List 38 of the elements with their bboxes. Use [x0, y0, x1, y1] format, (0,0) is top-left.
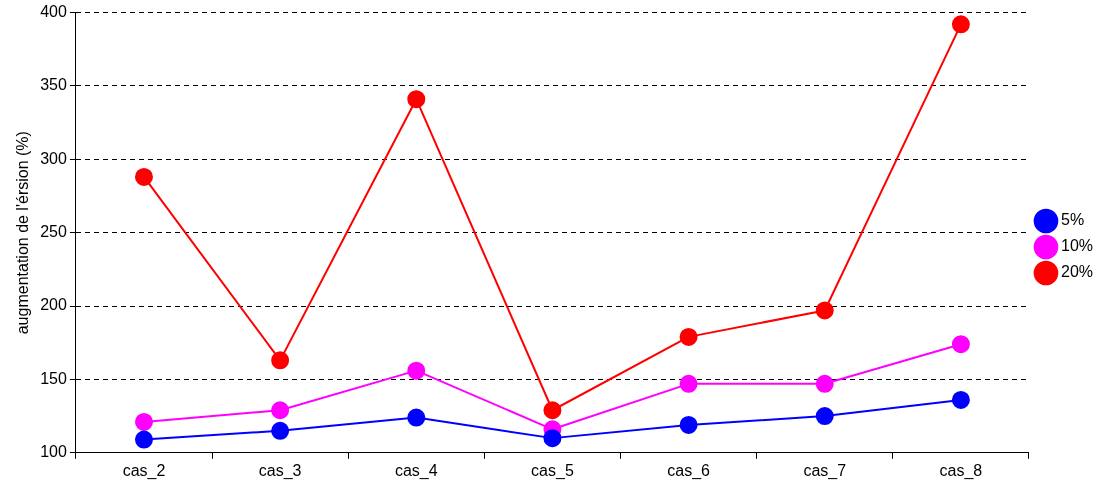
legend-label: 10% [1060, 237, 1094, 255]
y-tick-label: 100 [40, 443, 67, 461]
legend-label: 5% [1060, 211, 1085, 229]
point [679, 327, 698, 346]
point [134, 430, 153, 449]
point [679, 415, 698, 434]
x-tick-label: cas_3 [258, 461, 302, 480]
y-tick-label: 350 [40, 76, 67, 94]
point [679, 374, 698, 393]
point [543, 429, 562, 448]
y-tick-label: 200 [40, 296, 67, 314]
y-axis-title: augmentation de l'érsion (%) [14, 131, 32, 335]
y-tick-label: 300 [40, 149, 67, 167]
point [271, 401, 290, 420]
point [951, 390, 970, 409]
point [407, 361, 426, 380]
y-tick-label: 250 [40, 223, 67, 241]
y-tick-label: 150 [40, 369, 67, 387]
point [407, 408, 426, 427]
point [134, 167, 153, 186]
point [271, 421, 290, 440]
point [815, 374, 834, 393]
x-tick-label: cas_5 [531, 461, 574, 480]
point [271, 351, 290, 370]
x-tick-label: cas_6 [667, 461, 711, 480]
point [815, 301, 834, 320]
point [951, 335, 970, 354]
point [407, 90, 426, 109]
x-tick-label: cas_8 [939, 461, 983, 480]
point [951, 15, 970, 34]
x-tick-label: cas_2 [122, 461, 166, 480]
x-tick-label: cas_7 [803, 461, 847, 480]
point [815, 407, 834, 426]
point [543, 401, 562, 420]
legend-label: 20% [1060, 263, 1094, 281]
y-tick-label: 400 [40, 3, 67, 21]
point [134, 412, 153, 431]
x-tick-label: cas_4 [394, 461, 438, 480]
